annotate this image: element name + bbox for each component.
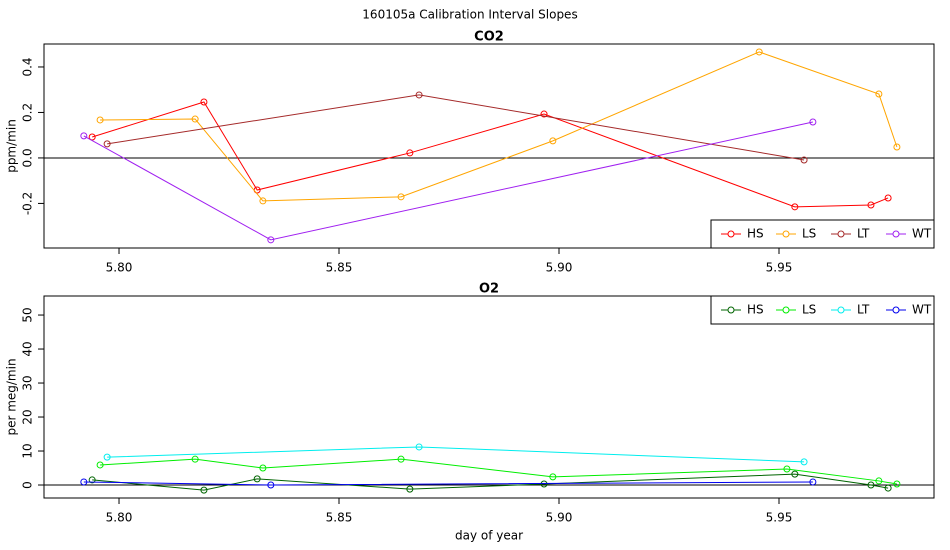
x-tick-label: 5.90 bbox=[546, 511, 573, 525]
y-axis-label: per meg/min bbox=[5, 358, 19, 435]
x-tick-label: 5.85 bbox=[326, 511, 353, 525]
legend-marker bbox=[837, 230, 845, 238]
legend-label: WT bbox=[912, 227, 932, 241]
x-tick-label: 5.90 bbox=[546, 261, 573, 275]
point bbox=[791, 203, 799, 211]
y-tick-label: 10 bbox=[21, 443, 35, 458]
point bbox=[884, 484, 892, 492]
point bbox=[540, 110, 548, 118]
y-tick-label: 40 bbox=[21, 341, 35, 356]
x-tick-label: 5.80 bbox=[106, 511, 133, 525]
point bbox=[253, 475, 261, 483]
series-line bbox=[92, 473, 889, 491]
series-line bbox=[92, 101, 889, 208]
legend-marker bbox=[892, 306, 900, 314]
legend-marker bbox=[892, 230, 900, 238]
point bbox=[884, 194, 892, 202]
legend-marker bbox=[782, 306, 790, 314]
point bbox=[415, 443, 423, 451]
point bbox=[783, 465, 791, 473]
point bbox=[893, 480, 901, 488]
point bbox=[103, 140, 111, 148]
point bbox=[809, 478, 817, 486]
y-tick-label: 30 bbox=[21, 375, 35, 390]
point bbox=[867, 201, 875, 209]
point bbox=[867, 481, 875, 489]
legend-marker bbox=[727, 306, 735, 314]
series-line bbox=[100, 51, 898, 202]
series-line bbox=[83, 481, 813, 486]
point bbox=[800, 458, 808, 466]
panel-title: CO2 bbox=[474, 30, 504, 45]
point bbox=[540, 480, 548, 488]
point bbox=[397, 193, 405, 201]
y-tick-label: -0.2 bbox=[21, 192, 35, 215]
legend-label: HS bbox=[747, 227, 764, 241]
point bbox=[103, 453, 111, 461]
legend-label: LS bbox=[802, 303, 816, 317]
panel-title: O2 bbox=[479, 282, 499, 297]
legend-marker bbox=[837, 306, 845, 314]
point bbox=[259, 197, 267, 205]
series-line bbox=[107, 94, 805, 161]
legend-label: HS bbox=[747, 303, 764, 317]
point bbox=[88, 476, 96, 484]
point bbox=[406, 485, 414, 493]
y-axis-label: ppm/min bbox=[5, 119, 19, 173]
plot-box bbox=[43, 295, 935, 499]
series-line bbox=[83, 121, 813, 241]
point bbox=[259, 464, 267, 472]
main-title: 160105a Calibration Interval Slopes bbox=[362, 8, 577, 22]
point bbox=[791, 470, 799, 478]
point bbox=[96, 116, 104, 124]
plot-box bbox=[43, 43, 935, 249]
x-axis-label: day of year bbox=[455, 529, 523, 543]
legend-label: LT bbox=[857, 227, 870, 241]
point bbox=[809, 118, 817, 126]
y-tick-label: 0.0 bbox=[21, 148, 35, 167]
point bbox=[191, 455, 199, 463]
series-line bbox=[107, 446, 805, 463]
point bbox=[549, 137, 557, 145]
legend-marker bbox=[727, 230, 735, 238]
point bbox=[893, 143, 901, 151]
point bbox=[200, 486, 208, 494]
point bbox=[406, 149, 414, 157]
y-tick-label: 0 bbox=[21, 481, 35, 489]
legend-label: WT bbox=[912, 303, 932, 317]
series-line bbox=[100, 458, 897, 485]
y-tick-label: 0.4 bbox=[21, 57, 35, 76]
legend-label: LT bbox=[857, 303, 870, 317]
point bbox=[415, 91, 423, 99]
point bbox=[549, 473, 557, 481]
x-tick-label: 5.95 bbox=[766, 511, 793, 525]
point bbox=[875, 90, 883, 98]
point bbox=[80, 478, 88, 486]
y-tick-label: 20 bbox=[21, 409, 35, 424]
point bbox=[267, 236, 275, 244]
point bbox=[267, 481, 275, 489]
x-tick-label: 5.80 bbox=[106, 261, 133, 275]
point bbox=[96, 461, 104, 469]
point bbox=[875, 477, 883, 485]
point bbox=[191, 115, 199, 123]
point bbox=[200, 98, 208, 106]
point bbox=[755, 48, 763, 56]
y-tick-label: 0.2 bbox=[21, 103, 35, 122]
x-tick-label: 5.95 bbox=[766, 261, 793, 275]
legend-label: LS bbox=[802, 227, 816, 241]
point bbox=[80, 132, 88, 140]
point bbox=[397, 455, 405, 463]
point bbox=[800, 156, 808, 164]
legend-marker bbox=[782, 230, 790, 238]
y-tick-label: 50 bbox=[21, 307, 35, 322]
x-tick-label: 5.85 bbox=[326, 261, 353, 275]
